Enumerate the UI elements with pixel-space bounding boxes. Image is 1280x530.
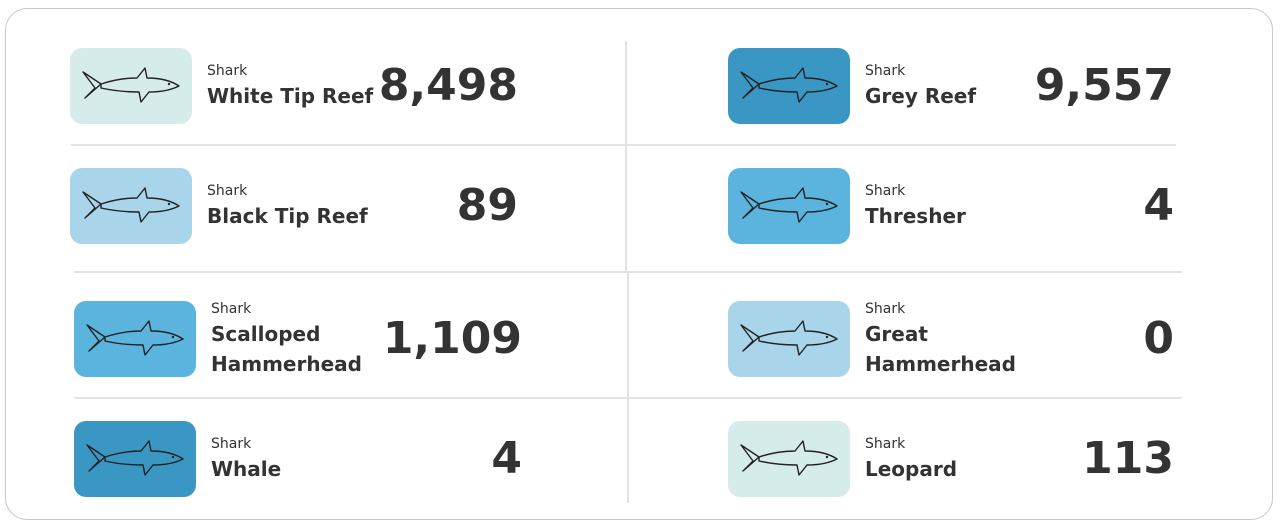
shark-name: Grey Reef (865, 81, 1035, 111)
shark-name: Scalloped Hammerhead (211, 319, 381, 379)
shark-image (728, 48, 850, 124)
shark-icon (83, 317, 187, 361)
shark-count: 4 (1143, 168, 1174, 244)
shark-icon (737, 64, 841, 108)
shark-label: Shark (207, 61, 377, 81)
page: SharkWhite Tip Reef8,498SharkGrey Reef9,… (0, 0, 1280, 530)
shark-label: Shark (865, 434, 1035, 454)
shark-icon (79, 184, 183, 228)
shark-name: Whale (211, 454, 381, 484)
shark-label: Shark (211, 299, 381, 319)
shark-icon (737, 317, 841, 361)
shark-name: Thresher (865, 201, 1035, 231)
shark-name: Black Tip Reef (207, 201, 377, 231)
divider (74, 271, 1182, 273)
shark-image (728, 301, 850, 377)
shark-label: Shark (865, 299, 1035, 319)
shark-icon (79, 64, 183, 108)
divider (71, 144, 1176, 146)
shark-count: 89 (457, 168, 518, 244)
divider (625, 41, 627, 273)
shark-name: White Tip Reef (207, 81, 377, 111)
shark-icon (737, 184, 841, 228)
shark-label: Shark (207, 181, 377, 201)
shark-image (728, 421, 850, 497)
shark-icon (737, 437, 841, 481)
shark-image (74, 421, 196, 497)
shark-count: 9,557 (1035, 48, 1174, 124)
shark-label: Shark (865, 181, 1035, 201)
divider (627, 273, 629, 503)
shark-image (74, 301, 196, 377)
shark-image (70, 168, 192, 244)
shark-count: 4 (491, 421, 522, 497)
shark-image (70, 48, 192, 124)
divider (74, 397, 1182, 399)
shark-icon (83, 437, 187, 481)
shark-count: 113 (1082, 421, 1174, 497)
shark-count: 8,498 (379, 48, 518, 124)
shark-label: Shark (865, 61, 1035, 81)
shark-name: Great Hammerhead (865, 319, 1035, 379)
shark-count: 1,109 (383, 301, 522, 377)
shark-name: Leopard (865, 454, 1035, 484)
shark-label: Shark (211, 434, 381, 454)
shark-image (728, 168, 850, 244)
shark-count: 0 (1143, 301, 1174, 377)
